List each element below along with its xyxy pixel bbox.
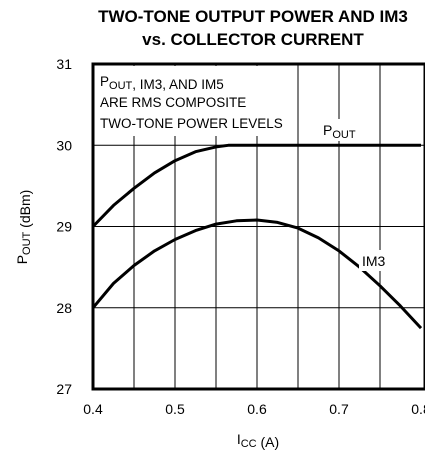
chart-title-line-2: vs. COLLECTOR CURRENT — [142, 30, 364, 49]
x-tick-label: 0.4 — [83, 401, 103, 417]
series-label-pout: POUT — [323, 122, 356, 141]
series-layer: POUT IM3 — [91, 119, 423, 330]
x-tick-label: 0.7 — [329, 401, 349, 417]
series-label-background — [320, 119, 364, 141]
x-tick-label: 0.8 — [411, 401, 425, 417]
y-tick-label: 28 — [56, 300, 72, 316]
annotation-background — [95, 66, 291, 136]
series-line-im3 — [91, 218, 423, 330]
x-tick-label: 0.6 — [247, 401, 267, 417]
y-tick-label: 29 — [56, 219, 72, 235]
y-tick-label: 27 — [56, 381, 72, 397]
annotation-line: ARE RMS COMPOSITE — [100, 95, 246, 110]
tick-labels: 0.4 0.5 0.6 0.7 0.8 27 28 29 30 31 — [56, 56, 425, 417]
plot-frame — [91, 62, 425, 391]
x-axis-label: ICC (A) — [237, 431, 279, 450]
series-label-im3: IM3 — [362, 253, 386, 269]
series-line-pout — [91, 143, 421, 228]
x-tick-label: 0.5 — [165, 401, 185, 417]
y-tick-label: 31 — [56, 56, 72, 72]
series-label-background — [359, 250, 389, 271]
chart-title-line-1: TWO-TONE OUTPUT POWER AND IM3 — [98, 7, 408, 26]
annotation-line: TWO-TONE POWER LEVELS — [100, 116, 283, 131]
annotation-box: POUT, IM3, AND IM5 ARE RMS COMPOSITE TWO-T… — [95, 66, 291, 136]
y-axis-label: POUT (dBm) — [14, 190, 33, 265]
annotation-line: POUT, IM3, AND IM5 — [100, 74, 224, 92]
y-tick-label: 30 — [56, 137, 72, 153]
